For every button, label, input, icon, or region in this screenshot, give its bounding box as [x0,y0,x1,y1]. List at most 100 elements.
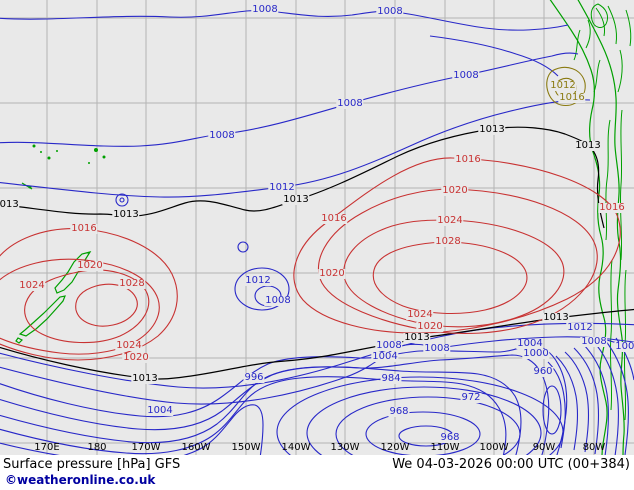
southern-low-ring [365,411,481,455]
longitude-label: 160W [181,442,211,453]
longitude-label: 150W [231,442,261,453]
isobar-label-1008: 1008 [375,340,403,351]
coastal-low-ring [542,385,562,435]
isobar-label-1008: 1008 [264,295,292,306]
isobar-label-1008: 1008 [423,343,451,354]
longitude-label: 130W [330,442,360,453]
isobar-label-1008: 1008 [208,130,236,141]
isobar-label-1016: 1016 [454,154,482,165]
isobar-line [0,322,634,389]
isobar-label-1012: 1012 [268,182,296,193]
pressure-map-svg [0,0,634,455]
isobar-label-1020: 1020 [441,185,469,196]
surface-pressure-map: 1008100810081008100810121012101610131013… [0,0,634,455]
map-title: Surface pressure [hPa] GFS [3,457,181,472]
isobar-label-1000: 1000 [522,348,550,359]
col-low-ring [234,267,290,311]
isobar-label-1024: 1024 [406,309,434,320]
isobar-line [0,126,605,229]
isobar-label-1016: 1016 [320,213,348,224]
isobar-line [0,52,579,147]
longitude-label: 100W [479,442,509,453]
small-low-ring [237,241,249,253]
isobar-label-1024: 1024 [18,280,46,291]
southern-low-ring [306,386,542,455]
isobar-label-1008: 1008 [336,98,364,109]
graticule-grid [0,0,634,455]
coastline-stewart-island [15,337,24,344]
isobar-line [75,283,138,327]
isobar-label-1012: 1012 [566,322,594,333]
isobar-line [547,361,566,449]
small-low-ring [115,193,129,207]
coastlines [15,0,632,455]
isobar-label-1004: 1004 [146,405,174,416]
small-low-ring [119,197,125,203]
isobar-line [583,344,610,455]
isobar-label-1024: 1024 [115,340,143,351]
copyright-notice: ©weatheronline.co.uk [5,473,156,487]
isobar-label-1013: 1013 [574,140,602,151]
isobar-label-968: 968 [439,432,461,443]
coastline-south-america [549,0,608,455]
isobar-line [555,355,579,451]
coastline-nz-south-island [18,295,66,337]
isobar-line [604,339,630,455]
isobar-label-1020: 1020 [76,260,104,271]
isobar-label-1024: 1024 [436,215,464,226]
isobar-label-972: 972 [460,392,482,403]
isobar-label-1028: 1028 [434,236,462,247]
southern-low-ring [335,396,521,455]
isobar-line [615,337,634,381]
isobar-label-1004: 1004 [614,342,634,352]
longitude-label: 170E [34,442,60,453]
longitude-label: 180 [87,442,107,453]
isobar-label-968: 968 [388,406,410,417]
isobar-label-1012: 1012 [549,80,577,91]
isobar-label-1008: 1008 [376,6,404,17]
isobar-label-1016: 1016 [70,223,98,234]
southern-low-ring [276,376,564,455]
isobar-label-1013: 1013 [0,200,20,210]
isobar-label-1016: 1016 [558,92,586,103]
isobar-line [0,9,569,31]
isobar-label-1013: 1013 [282,194,310,205]
longitude-label: 170W [131,442,161,453]
isobar-label-1020: 1020 [416,321,444,332]
isobar-label-1013: 1013 [112,209,140,220]
isobar-line [429,35,559,77]
isobar-line [0,354,550,455]
isobar-label-1004: 1004 [371,351,399,362]
isobar-label-1008: 1008 [452,70,480,81]
isobar-label-1013: 1013 [542,312,570,323]
isobar-line [564,351,590,453]
isobar-line [372,241,528,315]
longitude-label: 110W [430,442,460,453]
isobar-label-996: 996 [243,372,265,383]
isobar-label-1013: 1013 [131,373,159,384]
isobar-line [593,341,620,455]
isobar-label-1020: 1020 [318,268,346,279]
isobar-line [0,376,507,455]
isobar-label-960: 960 [532,366,554,377]
isobar-label-1013: 1013 [478,124,506,135]
isobars-low-pressure [0,9,634,455]
isobar-label-1012: 1012 [244,275,272,286]
longitude-label: 80W [582,442,606,453]
isobar-line [0,228,178,361]
isobar-label-1004: 1004 [516,338,544,349]
isobar-label-1013: 1013 [403,332,431,343]
pacific-islands [28,144,106,189]
isobar-label-1008: 1008 [580,336,608,347]
longitude-label: 140W [281,442,311,453]
valid-time: We 04-03-2026 00:00 UTC (00+384) [392,457,630,472]
isobar-label-984: 984 [380,373,402,384]
isobar-label-1020: 1020 [122,352,150,363]
isobar-label-1028: 1028 [118,278,146,289]
longitude-label: 90W [532,442,556,453]
longitude-label: 120W [380,442,410,453]
isobar-label-1008: 1008 [251,4,279,15]
isobar-line [573,347,600,455]
isobar-line [0,404,264,455]
